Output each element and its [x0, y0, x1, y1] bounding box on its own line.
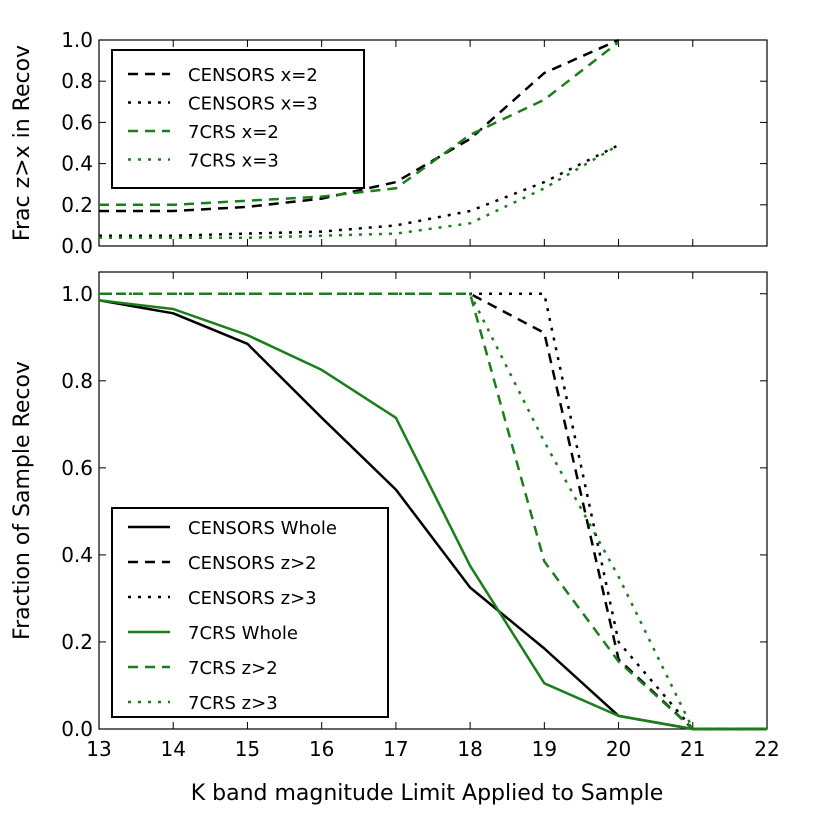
x-tick-label: 16: [309, 737, 334, 761]
legend-label-censors-whole: CENSORS Whole: [188, 518, 337, 539]
y-tick-label: 0.4: [61, 152, 93, 176]
legend: CENSORS x=2 CENSORS x=3 7CRS x=2 7CRS x=3: [111, 49, 365, 189]
y-tick-label: 0.0: [61, 717, 93, 741]
series-line-7crs-x-3: [99, 144, 620, 240]
y-axis-label: Fraction of Sample Recov: [10, 361, 35, 640]
series-line-7crs-x-2: [99, 41, 620, 207]
series-line-censors-x-2: [99, 38, 620, 213]
y-tick-label: 0.8: [61, 369, 93, 393]
top-panel: 0.0 0.2 0.4 0.6 0.8 1.0 Frac z>x in Recov CENSO…: [10, 28, 768, 258]
x-axis-label: K band magnitude Limit Applied to Sample: [191, 781, 664, 806]
x-tick-label: 14: [160, 737, 185, 761]
y-tick-label: 0.2: [61, 193, 93, 217]
y-tick-label: 0.4: [61, 543, 93, 567]
y-tick-label: 0.8: [61, 69, 93, 93]
plot-frame: [98, 39, 768, 247]
legend-label-7crs-z-3: 7CRS z>3: [188, 693, 278, 714]
series-line-7crs-z-3: [99, 292, 767, 731]
legend-label-censors-z-3: CENSORS z>3: [188, 588, 317, 609]
y-tick-label: 1.0: [61, 28, 93, 52]
x-tick-label: 21: [680, 737, 705, 761]
x-tick-label: 15: [235, 737, 260, 761]
legend-label-7crs-z-2: 7CRS z>2: [188, 658, 278, 679]
legend-label-7crs-whole: 7CRS Whole: [188, 623, 298, 644]
legend-label-7crs-x-3: 7CRS x=3: [188, 151, 279, 172]
legend-label-censors-z-2: CENSORS z>2: [188, 553, 317, 574]
x-tick-label: 20: [606, 737, 631, 761]
legend: CENSORS Whole CENSORS z>2 CENSORS z>3 7CRS …: [111, 507, 389, 718]
y-tick-label: 0.0: [61, 234, 93, 258]
y-tick-label: 0.2: [61, 630, 93, 654]
legend-label-censors-x-2: CENSORS x=2: [188, 65, 318, 86]
series-line-7crs-whole: [98, 299, 767, 731]
legend-box: [111, 507, 389, 718]
y-axis-label: Frac z>x in Recov: [10, 45, 35, 241]
x-tick-label: 18: [457, 737, 482, 761]
y-tick-label: 0.6: [61, 110, 93, 134]
plot-frame: [98, 271, 768, 730]
y-tick-label: 1.0: [61, 282, 93, 306]
x-tick-label: 13: [86, 737, 111, 761]
legend-label-7crs-x-2: 7CRS x=2: [188, 122, 279, 143]
y-tick-label: 0.6: [61, 456, 93, 480]
x-tick-label: 19: [532, 737, 557, 761]
x-tick-label: 17: [383, 737, 408, 761]
x-tick-label: 22: [754, 737, 779, 761]
bottom-panel: 13 14 15 16 17 18 19 20 21 22 0.0 0.2 0.4 0.6 0.8 1.0 Fr…: [10, 271, 780, 806]
legend-label-censors-x-3: CENSORS x=3: [188, 94, 318, 115]
